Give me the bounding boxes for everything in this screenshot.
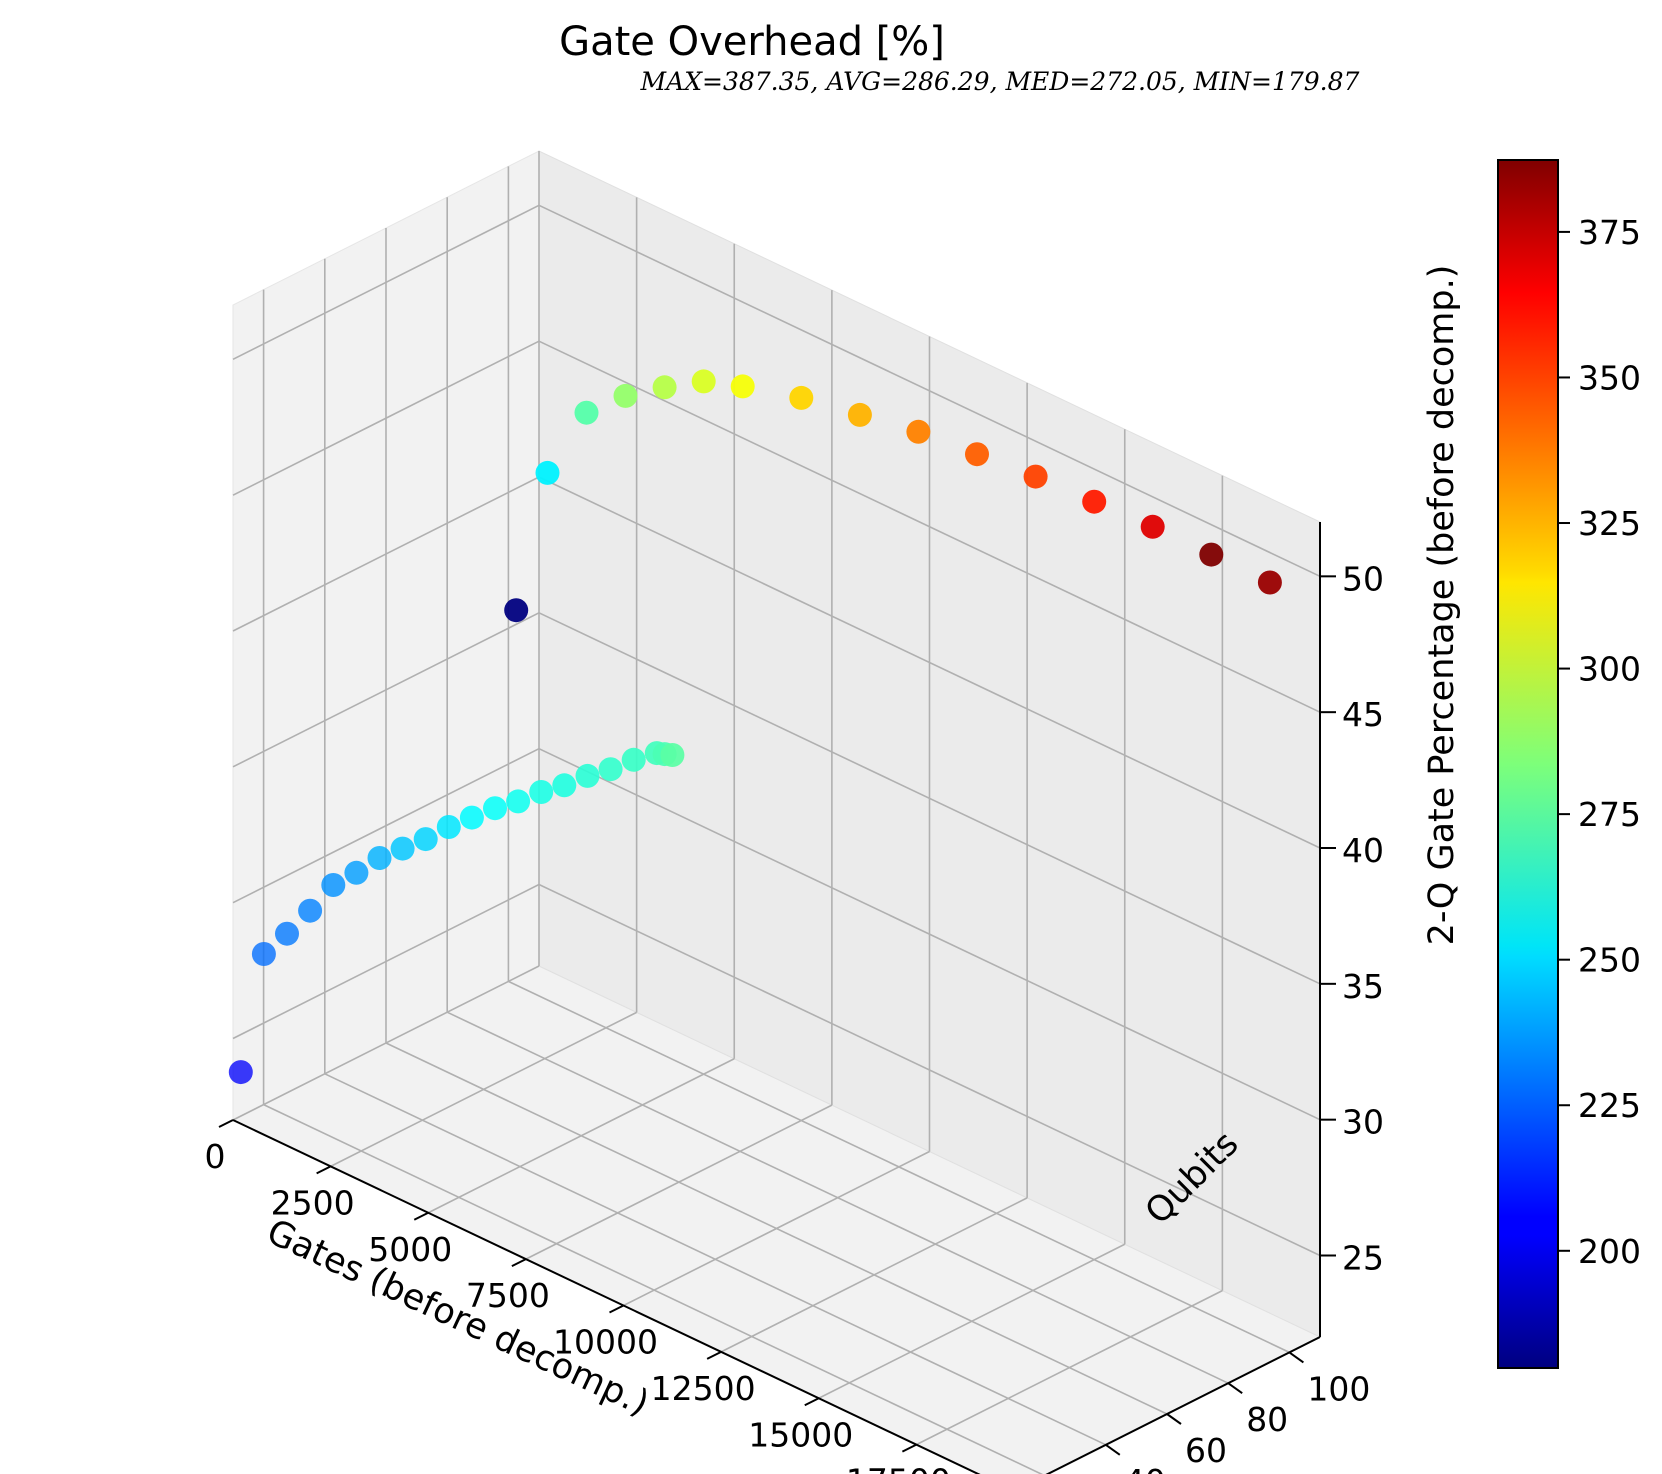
x-tick-mark [804, 1397, 820, 1407]
x-tick-label: 10000 [553, 1323, 658, 1362]
y-tick-mark [1288, 1351, 1304, 1364]
x-tick-label: 5000 [368, 1230, 452, 1269]
axes-lines [218, 522, 1336, 1474]
z-gridline-left [232, 204, 540, 361]
scatter-point [535, 460, 560, 485]
scatter-point [504, 598, 529, 623]
scatter-point [575, 763, 600, 788]
scatter-point [847, 402, 872, 427]
scatter-points [228, 369, 1282, 1085]
x-tick-label: 0 [205, 1137, 226, 1176]
y-gridline-floor [385, 1042, 1168, 1415]
x-tick-label: 2500 [271, 1183, 355, 1222]
scatter-point [660, 743, 685, 767]
scatter-point [691, 369, 716, 394]
x-tick-mark [316, 1165, 332, 1175]
colorbar-tick-label: 250 [1578, 941, 1641, 980]
y-tick-label: 40 [1124, 1462, 1166, 1474]
y-gridline-floor [508, 980, 1290, 1354]
scatter-point [1199, 542, 1224, 567]
colorbar: 200 225 250 275 300 325 350 375 [1497, 159, 1641, 1369]
y-tick-label: 80 [1246, 1400, 1288, 1439]
scatter-point [390, 836, 415, 861]
x-tick-label: 7500 [466, 1276, 550, 1315]
colorbar-gradient [1497, 159, 1559, 1369]
colorbar-tick-label: 375 [1578, 213, 1641, 252]
x-tick-mark [413, 1211, 429, 1221]
x-tick-label: 15000 [748, 1415, 853, 1454]
chart-subtitle: MAX=387.35, AVG=286.29, MED=272.05, MIN=… [640, 67, 1360, 96]
x-tick-mark [218, 1119, 234, 1128]
y-tick-label: 60 [1185, 1431, 1227, 1470]
colorbar-tick-label: 350 [1578, 358, 1641, 397]
z-gridline-back [538, 747, 1321, 1121]
scatter-point [228, 1060, 253, 1085]
colorbar-tick-label: 300 [1578, 650, 1641, 689]
scatter-point [1082, 489, 1107, 514]
x-tick-mark [901, 1443, 917, 1453]
z-tick-label: 45 [1342, 695, 1384, 734]
z-gridline-left [232, 340, 540, 496]
y-tick-mark [1166, 1413, 1182, 1425]
scatter-point [552, 773, 577, 798]
z-gridline-back [538, 476, 1321, 849]
scatter-point [652, 375, 677, 400]
z-tick-label: 40 [1342, 831, 1384, 870]
scatter-point [483, 796, 507, 821]
scatter-point [906, 419, 931, 444]
z-tick-label: 30 [1342, 1103, 1384, 1142]
scatter-point [298, 898, 323, 923]
y-tick-mark [1105, 1443, 1121, 1456]
scatter-point [730, 374, 755, 399]
x-tick-label: 17500 [846, 1462, 951, 1474]
z-gridline-left [232, 883, 540, 1040]
scatter-point [1023, 464, 1048, 489]
z-axis-label: 2-Q Gate Percentage (before decomp.) [1422, 265, 1462, 946]
scatter-point [965, 442, 989, 467]
scatter-point [436, 815, 461, 839]
colorbar-tick-label: 275 [1578, 795, 1641, 834]
scatter-point [598, 757, 623, 782]
z-gridline-left [232, 747, 540, 904]
z-gridline-left [232, 476, 540, 632]
scatter-point [344, 860, 369, 885]
scatter-point [367, 846, 392, 870]
z-gridline-back [538, 612, 1321, 985]
z-gridline-back [538, 883, 1321, 1257]
z-tick-label: 50 [1342, 559, 1384, 598]
z-gridline-back [538, 204, 1321, 578]
scatter-point [1140, 514, 1165, 539]
scatter-point [321, 873, 346, 897]
chart-title: Gate Overhead [%] [559, 19, 945, 65]
y-gridline-floor [446, 1011, 1229, 1384]
scatter-point [789, 385, 814, 410]
y-gridline-floor [324, 1073, 1107, 1446]
x-tick-mark [511, 1258, 527, 1268]
axes-tick-labels: 0250050007500100001250015000175002000020… [205, 559, 1385, 1474]
z-tick-label: 35 [1342, 967, 1384, 1006]
y-tick-label: 100 [1307, 1369, 1370, 1408]
x-tick-label: 12500 [651, 1369, 756, 1408]
scatter-point [574, 400, 599, 425]
z-gridline-left [232, 612, 540, 768]
y-gridline-floor [263, 1103, 1044, 1474]
colorbar-tick-label: 225 [1578, 1086, 1641, 1125]
scatter-point [1257, 570, 1282, 595]
scatter-point [275, 921, 299, 946]
colorbar-tick-label: 200 [1578, 1232, 1641, 1271]
scatter-point [413, 827, 438, 852]
z-gridline-back [538, 340, 1321, 713]
z-tick-label: 25 [1342, 1239, 1384, 1278]
scatter-point [529, 780, 554, 804]
colorbar-tick-label: 325 [1578, 504, 1641, 543]
scatter-point [621, 747, 646, 772]
scatter-point [459, 805, 484, 830]
scatter-point [506, 789, 531, 814]
x-tick-mark [706, 1350, 722, 1360]
scatter-point [613, 383, 638, 408]
y-tick-mark [1227, 1382, 1243, 1395]
scatter-point [251, 942, 276, 966]
x-tick-mark [609, 1304, 624, 1314]
